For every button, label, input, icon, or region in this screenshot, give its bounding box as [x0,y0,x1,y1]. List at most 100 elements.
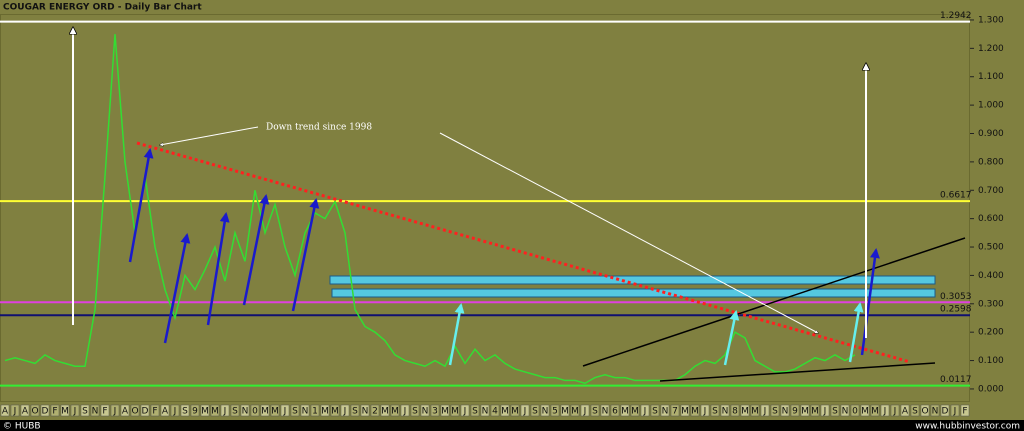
x-tick-label: M [751,407,759,417]
y-tick-label: 0.300 [978,299,1004,309]
x-tick-box [800,404,810,417]
x-tick-label: S [532,407,538,417]
x-tick-label: 4 [492,407,498,417]
x-tick-label: 3 [432,407,438,417]
x-tick-label: J [703,407,707,417]
x-tick-box [130,404,140,417]
x-tick-label: A [2,407,9,417]
x-tick-label: J [223,407,227,417]
x-tick-label: J [823,407,827,417]
annotation: Down trend since 1998 [266,123,372,133]
x-tick-label: M [501,407,509,417]
x-tick-box [360,404,370,417]
x-tick-label: S [472,407,478,417]
x-tick-label: 7 [672,407,678,417]
x-tick-label: S [652,407,658,417]
x-tick-box [10,404,20,417]
x-tick-box [780,404,790,417]
x-tick-box [530,404,540,417]
y-tick-label: 1.300 [978,15,1004,25]
x-tick-box [500,404,510,417]
x-tick-box [770,404,780,417]
x-tick-label: A [22,407,29,417]
x-tick-box [600,404,610,417]
x-tick-box [750,404,760,417]
x-tick-box [640,404,650,417]
x-tick-box [210,404,220,417]
x-tick-label: J [643,407,647,417]
x-tick-label: N [782,407,789,417]
x-tick-box [120,404,130,417]
x-tick-box [350,404,360,417]
x-tick-label: N [302,407,309,417]
x-tick-box [470,404,480,417]
x-tick-box [250,404,260,417]
x-tick-label: M [391,407,399,417]
y-tick-label: 0.000 [978,384,1004,394]
x-tick-label: J [73,407,77,417]
x-tick-label: M [861,407,869,417]
x-tick-box [570,404,580,417]
x-tick-box [560,404,570,417]
x-tick-label: F [962,407,967,417]
x-tick-label: D [42,407,49,417]
x-tick-box [520,404,530,417]
x-tick-box [180,404,190,417]
x-tick-box [590,404,600,417]
x-tick-box [850,404,860,417]
x-tick-box [220,404,230,417]
x-tick-box [50,404,60,417]
y-tick-label: 1.000 [978,101,1004,111]
x-tick-box [930,404,940,417]
x-tick-box [40,404,50,417]
x-tick-box [140,404,150,417]
x-tick-box [290,404,300,417]
x-tick-label: M [811,407,819,417]
levels: 1.2942 0.6617 0.3053 0.2598 0.0117 [0,11,972,387]
x-tick-box [790,404,800,417]
x-tick-box [330,404,340,417]
x-tick-box [900,404,910,417]
x-tick-box [480,404,490,417]
x-tick-box [60,404,70,417]
x-tick-label: J [763,407,767,417]
x-tick-label: M [561,407,569,417]
x-tick-label: A [902,407,909,417]
x-tick-box [920,404,930,417]
x-tick-box [340,404,350,417]
x-tick-label: M [381,407,389,417]
x-tick-label: N [422,407,429,417]
x-tick-label: O [31,407,38,417]
blue-arrows [128,148,880,356]
x-tick-box [300,404,310,417]
x-tick-box [580,404,590,417]
level-label: 0.3053 [940,292,972,302]
x-tick-box [540,404,550,417]
x-tick-label: N [482,407,489,417]
x-tick-label: D [942,407,949,417]
x-tick-box [380,404,390,417]
x-tick-label: M [201,407,209,417]
x-tick-box [730,404,740,417]
x-tick-box [820,404,830,417]
price-line [4,34,856,385]
x-tick-label: S [82,407,88,417]
x-tick-label: F [52,407,57,417]
x-tick-label: N [542,407,549,417]
x-tick-box [170,404,180,417]
x-tick-box [890,404,900,417]
x-tick-label: A [122,407,129,417]
x-tick-label: N [662,407,669,417]
x-tick-label: M [511,407,519,417]
x-tick-box [830,404,840,417]
x-tick-label: M [801,407,809,417]
x-tick-label: M [741,407,749,417]
x-tick-box [110,404,120,417]
y-tick-label: 0.800 [978,157,1004,167]
x-tick-label: M [441,407,449,417]
x-tick-label: A [162,407,169,417]
x-tick-label: 5 [552,407,558,417]
x-tick-label: O [131,407,138,417]
